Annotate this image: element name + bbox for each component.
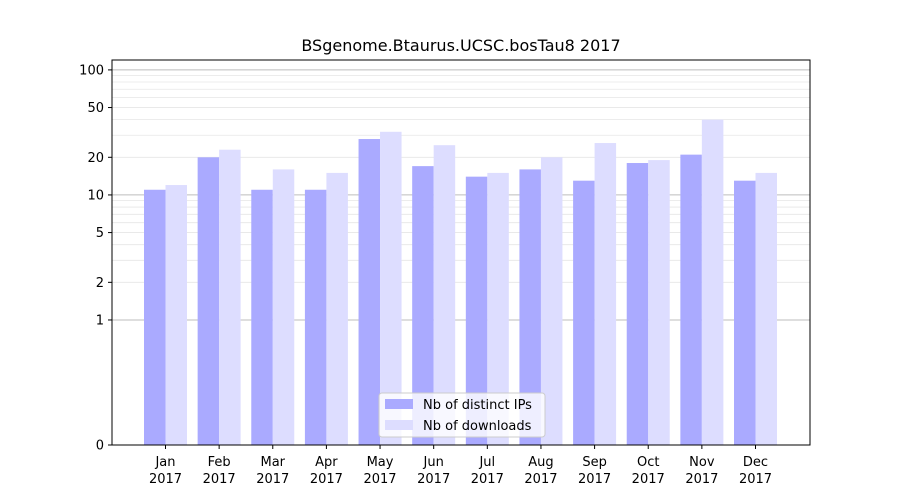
- x-tick-label-month: Jun: [423, 455, 444, 470]
- bar: [573, 180, 595, 445]
- x-tick-label-year: 2017: [471, 472, 504, 487]
- bar: [680, 154, 702, 446]
- bar: [197, 157, 220, 445]
- x-tick-label-year: 2017: [524, 472, 557, 487]
- bar: [755, 172, 777, 445]
- bar: [144, 189, 166, 445]
- x-axis: Jan 2017 Feb 2017 Mar 2017 Apr 2017 May 2017 Jun 20…: [149, 445, 772, 487]
- bar: [540, 157, 563, 445]
- plot-frame: [111, 59, 811, 446]
- x-tick-label-year: 2017: [578, 472, 611, 487]
- y-tick-label: 10: [87, 188, 104, 203]
- x-tick-label-month: Oct: [637, 455, 659, 470]
- x-tick-label-year: 2017: [363, 472, 396, 487]
- bar: [412, 166, 434, 445]
- x-tick-label-year: 2017: [256, 472, 289, 487]
- x-tick-label-month: Nov: [689, 455, 715, 470]
- x-tick-label-year: 2017: [149, 472, 182, 487]
- bar: [380, 131, 402, 445]
- y-axis: 0 1 2 5 10 20 50 100: [79, 63, 112, 454]
- bar: [648, 160, 670, 445]
- x-tick-label-year: 2017: [685, 472, 718, 487]
- bar: [251, 189, 273, 445]
- bar: [594, 143, 617, 445]
- x-tick-label-month: Dec: [743, 455, 768, 470]
- y-tick-label: 0: [96, 439, 104, 454]
- x-tick-label-month: Aug: [528, 455, 553, 470]
- bar: [734, 180, 756, 445]
- legend-label: Nb of distinct IPs: [423, 398, 532, 413]
- y-tick-label: 50: [87, 101, 104, 116]
- bar: [304, 189, 327, 445]
- x-tick-label-year: 2017: [310, 472, 343, 487]
- bar: [358, 139, 381, 445]
- bar: [326, 172, 348, 445]
- x-tick-label-month: Jul: [478, 455, 495, 470]
- x-tick-label-month: Mar: [261, 455, 286, 470]
- legend: Nb of distinct IPs Nb of downloads: [378, 392, 546, 438]
- x-tick-label-month: May: [367, 455, 394, 470]
- bar: [465, 176, 488, 445]
- x-tick-label-month: Sep: [582, 455, 607, 470]
- y-tick-label: 20: [87, 151, 104, 166]
- x-tick-label-month: Jan: [154, 455, 175, 470]
- bar: [487, 172, 509, 445]
- x-tick-label-year: 2017: [417, 472, 450, 487]
- y-tick-label: 5: [96, 226, 104, 241]
- x-tick-label-year: 2017: [203, 472, 236, 487]
- chart-title: BSgenome.Btaurus.UCSC.bosTau8 2017: [301, 36, 620, 55]
- x-tick-label-month: Feb: [208, 455, 231, 470]
- legend-box: [378, 392, 546, 438]
- x-tick-label-year: 2017: [739, 472, 772, 487]
- legend-swatch: [385, 399, 413, 409]
- bars-layer: [144, 119, 777, 446]
- legend-label: Nb of downloads: [423, 419, 532, 434]
- bar: [219, 149, 241, 446]
- y-tick-label: 1: [96, 313, 104, 328]
- y-tick-label: 100: [79, 63, 104, 78]
- x-tick-label-year: 2017: [632, 472, 665, 487]
- legend-swatch: [385, 420, 413, 430]
- x-tick-label-month: Apr: [315, 455, 338, 470]
- bar: [165, 185, 187, 445]
- bar: [272, 169, 295, 445]
- y-tick-label: 2: [96, 276, 104, 291]
- bar: [519, 169, 541, 445]
- bar: [433, 145, 456, 445]
- bar: [626, 163, 649, 445]
- bar: [701, 119, 724, 446]
